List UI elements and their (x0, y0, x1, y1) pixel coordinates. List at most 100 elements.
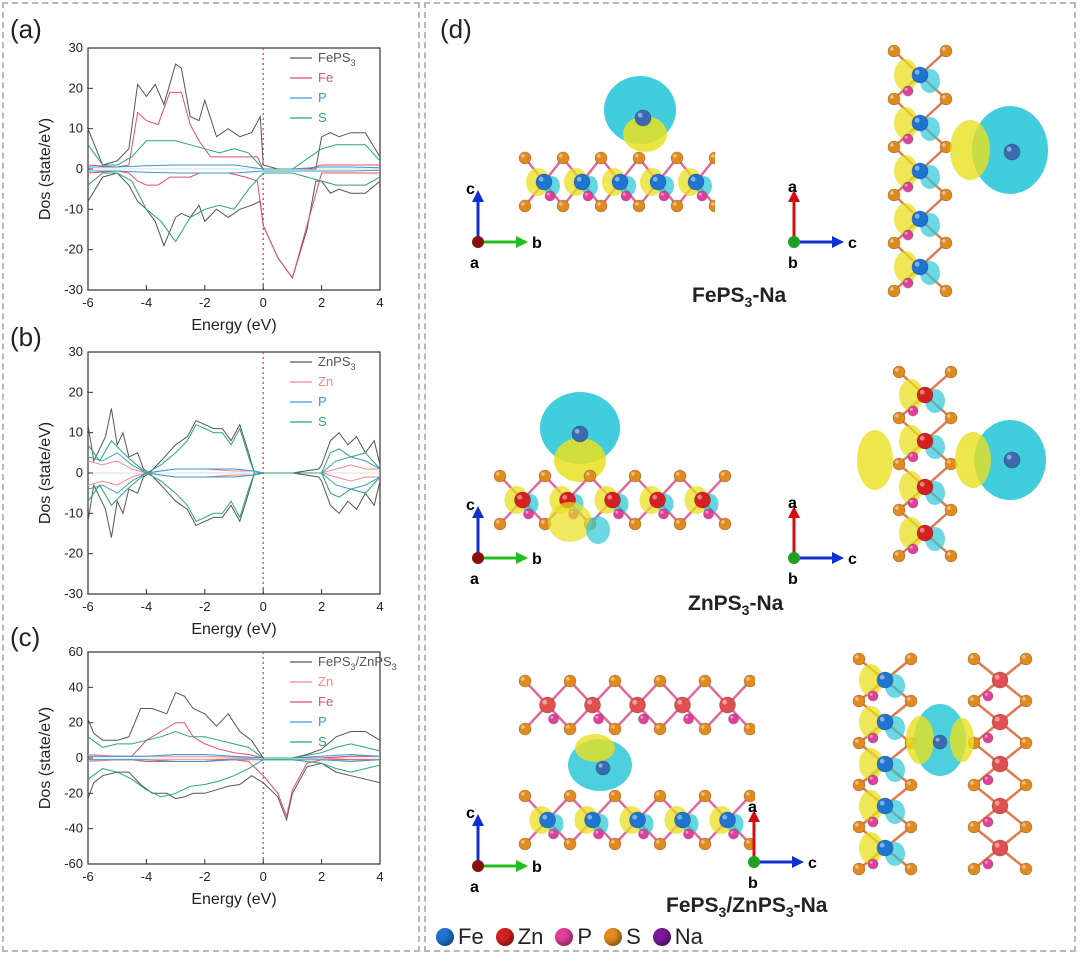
atom (907, 497, 919, 509)
atom (548, 828, 559, 840)
atom (982, 732, 994, 744)
x-axis-label: Energy (eV) (191, 621, 276, 638)
atom-highlight (611, 840, 615, 844)
atom (852, 652, 866, 666)
y-tick-label: -20 (64, 785, 83, 800)
atom (698, 837, 712, 851)
atom-highlight (904, 183, 908, 187)
isosurface (554, 438, 606, 482)
atom-highlight (677, 814, 683, 820)
atom-highlight (517, 494, 523, 500)
series-line-zn-down (87, 472, 380, 486)
isosurface (857, 430, 893, 490)
atom (698, 722, 712, 736)
atom-highlight (970, 697, 974, 701)
atom (535, 173, 553, 191)
atom-highlight (890, 191, 894, 195)
atom (539, 696, 556, 714)
atom (852, 820, 866, 834)
atom-highlight (705, 510, 709, 514)
atom-highlight (914, 117, 920, 123)
atom-highlight (496, 520, 500, 524)
y-axis-label: Dos (state/eV) (37, 707, 54, 809)
atom (593, 828, 604, 840)
atom-highlight (984, 860, 988, 864)
series-line-s-down (87, 759, 381, 798)
series-line-zn-up (87, 460, 380, 474)
isosurface (955, 432, 991, 488)
atom-highlight (919, 481, 925, 487)
atom (982, 774, 994, 786)
x-tick-label: -6 (82, 295, 94, 310)
atom (493, 469, 507, 483)
atom-highlight (496, 472, 500, 476)
series-line-s-up (87, 140, 381, 170)
atom-highlight (869, 776, 873, 780)
atom (876, 797, 894, 815)
x-tick-label: -2 (199, 599, 211, 614)
atom (887, 92, 901, 106)
atom (649, 173, 667, 191)
series-line-s-up (87, 730, 381, 759)
panel-label-d: (d) (440, 14, 472, 44)
atom-highlight (701, 840, 705, 844)
atom (673, 469, 687, 483)
atom-highlight (690, 176, 696, 182)
atom-highlight (890, 239, 894, 243)
atom (939, 92, 953, 106)
atom-highlight (576, 176, 582, 182)
atom (563, 837, 577, 851)
atom-highlight (947, 506, 951, 510)
isosurface (906, 716, 934, 764)
atom-highlight (542, 699, 548, 705)
isosurface (899, 471, 923, 503)
atom (608, 789, 622, 803)
atom-highlight (566, 792, 570, 796)
atom (892, 365, 906, 379)
series-line-fe-up (87, 91, 380, 170)
atom (583, 469, 597, 483)
atom (638, 713, 649, 725)
heterostructure-na-structure-side (518, 674, 755, 851)
y-axis-label: Dos (state/eV) (37, 118, 54, 220)
isosurface (623, 116, 667, 152)
isosurface (950, 718, 974, 762)
atom (887, 140, 901, 154)
panel-label-b: (b) (10, 322, 42, 352)
atom (698, 674, 712, 688)
atom (743, 722, 755, 736)
atom (902, 277, 914, 289)
y-tick-label: 0 (76, 750, 83, 765)
atom-highlight (919, 389, 925, 395)
atom (584, 696, 601, 714)
axis-triad-6: a c b (748, 799, 817, 892)
atom-highlight (632, 814, 638, 820)
atom (944, 549, 958, 563)
atom (892, 457, 906, 471)
atom (967, 820, 981, 834)
atom-highlight (855, 865, 859, 869)
atom-highlight (879, 800, 885, 806)
atom-highlight (595, 830, 599, 834)
atom (904, 694, 918, 708)
y-tick-label: -20 (64, 242, 83, 257)
atom (876, 755, 894, 773)
atom (887, 284, 901, 298)
axis-triad-4: a c b (788, 495, 857, 587)
atom (932, 734, 948, 750)
atom (867, 816, 879, 828)
atom-highlight (879, 842, 885, 848)
x-tick-label: -2 (199, 295, 211, 310)
atom (1019, 694, 1033, 708)
atom (634, 109, 652, 127)
isosurface (548, 502, 592, 542)
series-line-p-down (87, 472, 381, 494)
atom (911, 66, 929, 84)
axis-label-a: a (788, 179, 797, 196)
legend-item-fe: Fe (436, 924, 484, 950)
legend-label: S (318, 414, 327, 429)
y-tick-label: 0 (76, 161, 83, 176)
atom-highlight (994, 758, 1000, 764)
series-line-fe-down (87, 170, 380, 280)
